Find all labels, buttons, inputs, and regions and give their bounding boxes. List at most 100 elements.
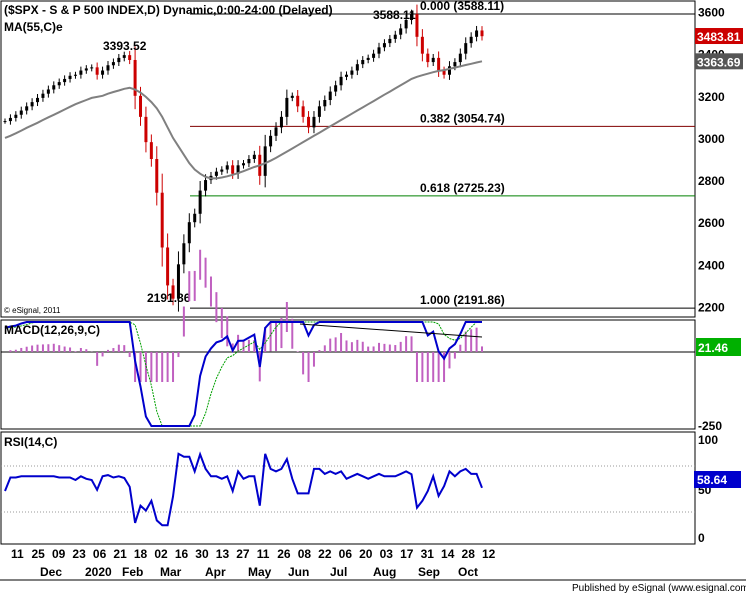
macd-hist-bar [188, 271, 191, 302]
candle-body [377, 47, 381, 54]
candle-body [160, 192, 164, 248]
candle-body [263, 146, 267, 176]
candle-body [355, 64, 359, 71]
candle-body [242, 163, 245, 166]
candle-body [198, 190, 202, 214]
candle-body [339, 76, 343, 86]
macd-hist-bar [302, 352, 305, 375]
macd-hist-bar [280, 318, 283, 349]
candle-body [79, 70, 83, 75]
candle-body [296, 95, 300, 107]
x-month-label: Jul [330, 565, 347, 579]
macd-hist-bar [481, 346, 483, 352]
high-feb-label: 3393.52 [103, 39, 147, 53]
macd-hist-bar [464, 331, 467, 352]
x-day-label: 28 [462, 547, 476, 561]
candle-body [410, 14, 414, 20]
macd-hist-bar [74, 351, 77, 352]
price-tick-label: 3600 [698, 6, 725, 20]
x-day-label: 14 [441, 547, 455, 561]
candle-body [139, 95, 143, 117]
macd-hist-bar [388, 344, 391, 352]
price-tags: 3483.81 3363.69 [695, 28, 743, 70]
candle-body [350, 70, 354, 75]
macd-hist-bar [117, 344, 120, 352]
candle-body [366, 57, 370, 60]
candle-body [225, 165, 229, 170]
x-month-label: Feb [122, 565, 143, 579]
x-day-label: 12 [482, 547, 496, 561]
price-tag-bg [695, 28, 743, 45]
candle-body [63, 78, 67, 83]
macd-hist-bar [106, 349, 109, 352]
candle-body [328, 91, 332, 101]
macd-hist-bar [220, 308, 223, 339]
macd-hist-bar [128, 352, 131, 357]
price-tick-label: 2600 [698, 216, 725, 230]
candle-body [447, 66, 451, 75]
candle-body [426, 53, 430, 63]
macd-hist-bar [139, 352, 142, 382]
candle-body [415, 14, 419, 37]
macd-hist-bar [405, 336, 408, 352]
x-month-label: Aug [373, 565, 396, 579]
candle-body [317, 106, 321, 117]
candle-body [290, 95, 294, 98]
macd-hist-bar [204, 257, 207, 288]
rsi-tick-100: 100 [698, 433, 718, 447]
macd-signal-line [4, 321, 482, 427]
rsi-value-tag-bg [694, 471, 741, 488]
candle-body [231, 165, 235, 174]
candle-body [52, 85, 56, 90]
macd-hist-bar [275, 321, 278, 352]
macd-hist-bar [367, 346, 370, 352]
candle-body [133, 59, 137, 96]
candle-body [171, 285, 175, 299]
x-month-label: Jun [288, 565, 309, 579]
macd-hist-bar [415, 352, 418, 382]
x-month-label: Dec [40, 565, 62, 579]
macd-value-tag: 21.46 [698, 341, 728, 355]
candle-body [182, 243, 186, 265]
macd-hist-bar [372, 346, 375, 352]
macd-hist-bar [52, 343, 55, 352]
macd-hist-bar [226, 316, 229, 347]
candle-body [279, 116, 283, 128]
macd-hist-bar [264, 327, 267, 352]
macd-hist-bar [101, 352, 104, 357]
candle-body [404, 19, 408, 29]
rsi-line [4, 451, 483, 527]
macd-hist-bar [443, 352, 446, 382]
macd-hist-bar [134, 352, 137, 382]
macd-hist-bar [323, 345, 326, 352]
macd-hist-bar [459, 344, 462, 352]
x-day-label: 08 [298, 547, 312, 561]
macd-hist-bar [14, 349, 17, 352]
price-tag-label: 3483.81 [697, 30, 741, 44]
macd-hist-bar [20, 347, 23, 352]
fib-label: 0.618 (2725.23) [420, 181, 505, 195]
candle-body [155, 159, 159, 193]
candle-body [220, 169, 224, 172]
macd-hist-bar [247, 339, 250, 352]
x-month-label: Mar [160, 565, 182, 579]
candle-body [25, 106, 29, 111]
fib-levels: 0.000 (3588.11) 0.382 (3054.74) 0.618 (272… [190, 0, 695, 309]
macd-hist-bar [253, 339, 256, 352]
macd-hist-bar [161, 352, 164, 382]
candle-body [307, 116, 311, 128]
candle-body [41, 93, 45, 98]
fib-label: 1.000 (2191.86) [420, 293, 505, 307]
macd-hist-bar [426, 352, 429, 382]
x-day-label: 17 [400, 547, 414, 561]
candle-body [144, 116, 148, 143]
candle-body [204, 180, 208, 191]
price-axis: 22002400260028003000320034003600 [698, 6, 725, 315]
macd-hist-bar [356, 339, 359, 352]
macd-value-tag-bg [696, 338, 741, 356]
macd-hist-bar [453, 352, 456, 359]
candle-body [46, 89, 50, 94]
macd-hist-bar [209, 276, 212, 307]
